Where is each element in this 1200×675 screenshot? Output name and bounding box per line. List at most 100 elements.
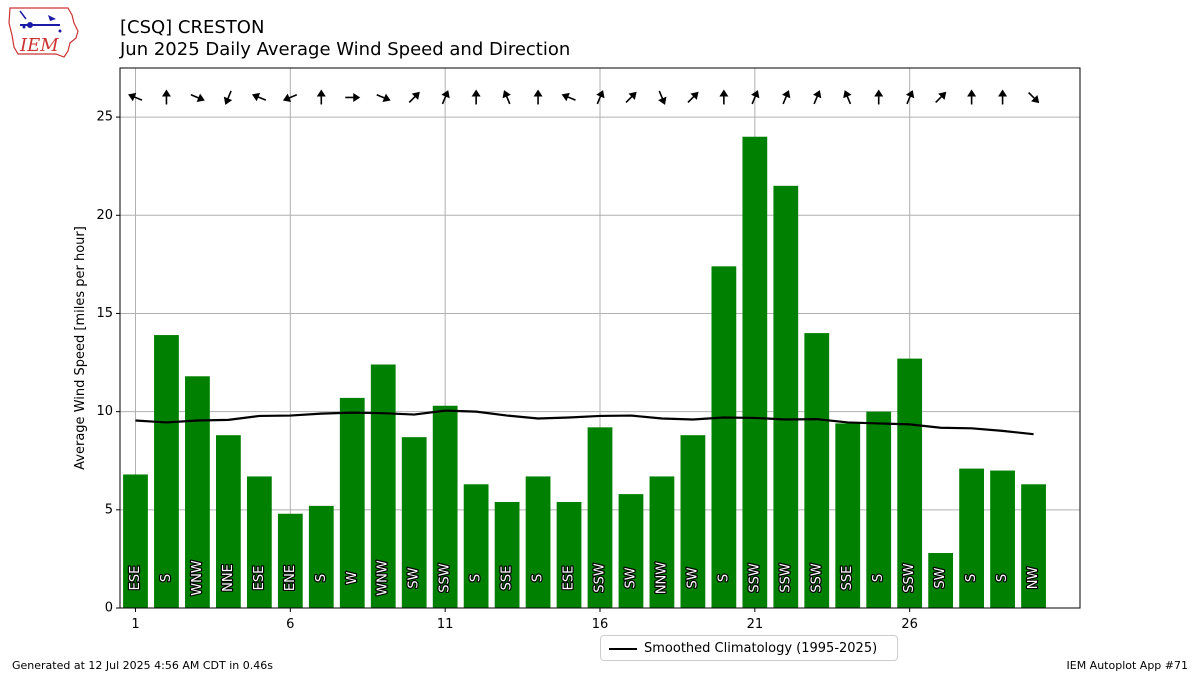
wind-arrow — [128, 92, 143, 102]
bar-day-16 — [587, 427, 613, 608]
y-tick-label: 0 — [105, 601, 113, 616]
wind-arrow-head — [843, 90, 852, 99]
wind-arrow — [282, 93, 298, 102]
bar-day-10 — [401, 437, 427, 608]
wind-arrow — [935, 91, 947, 103]
direction-label: WNW — [190, 560, 205, 596]
bar-day-20 — [711, 266, 737, 608]
wind-arrow — [161, 89, 171, 105]
wind-arrow-head — [223, 96, 233, 105]
wind-arrow — [967, 89, 977, 105]
wind-arrow-head — [382, 93, 391, 102]
direction-label: SSW — [747, 563, 762, 593]
direction-label: SSW — [593, 563, 608, 593]
direction-label: SSE — [840, 566, 855, 591]
wind-arrow-head — [353, 92, 361, 102]
direction-label: S — [716, 574, 731, 582]
wind-arrow — [376, 93, 391, 102]
bar-day-14 — [525, 476, 551, 608]
iem-logo: IEM — [8, 7, 79, 58]
wind-arrow-head — [196, 93, 205, 102]
bar-day-11 — [432, 405, 458, 608]
wind-arrow-head — [628, 91, 637, 100]
wind-arrow-head — [938, 91, 947, 100]
bar-day-15 — [556, 501, 582, 608]
direction-label: SSW — [902, 563, 917, 593]
bar-day-17 — [618, 494, 644, 608]
wind-arrow-head — [998, 89, 1008, 97]
app-footer: IEM Autoplot App #71 — [1066, 659, 1189, 672]
wind-arrow-head — [128, 92, 137, 102]
bar-day-12 — [463, 484, 489, 608]
wind-arrow — [408, 91, 420, 103]
wind-arrow — [843, 90, 852, 105]
direction-label: S — [531, 574, 546, 582]
bar-day-26 — [897, 358, 923, 608]
wind-arrow-head — [874, 89, 884, 97]
wind-arrow-head — [502, 90, 511, 99]
bar-day-24 — [835, 423, 861, 608]
wind-arrow-head — [161, 89, 171, 97]
wind-arrow-head — [471, 89, 481, 97]
y-tick-label: 25 — [96, 110, 113, 125]
wind-arrow — [251, 92, 267, 102]
bar-day-30 — [1021, 484, 1046, 608]
wind-arrow — [687, 91, 699, 103]
wind-arrow-head — [719, 89, 729, 97]
wind-arrow-head — [782, 90, 791, 99]
chart-title-description: Jun 2025 Daily Average Wind Speed and Di… — [120, 39, 571, 60]
y-axis-label: Average Wind Speed [miles per hour] — [73, 226, 88, 470]
bar-day-18 — [649, 476, 675, 608]
direction-label: SW — [685, 567, 700, 588]
wind-arrow — [533, 89, 543, 105]
wind-arrow — [658, 90, 667, 105]
wind-arrow — [471, 89, 481, 105]
x-tick-label: 21 — [747, 617, 764, 632]
x-tick-label: 16 — [592, 617, 609, 632]
bar-day-29 — [990, 470, 1015, 608]
direction-label: SW — [407, 567, 422, 588]
chart-title-station: [CSQ] CRESTON — [120, 17, 265, 38]
wind-arrow-head — [812, 90, 822, 99]
direction-label: S — [871, 574, 886, 582]
wind-arrow — [1028, 91, 1040, 104]
bar-day-21 — [742, 136, 768, 608]
wind-arrow-head — [751, 90, 760, 99]
bar-day-28 — [959, 468, 984, 608]
climatology-line — [135, 409, 1034, 436]
wind-arrow — [719, 89, 729, 105]
direction-label: S — [314, 574, 329, 582]
y-tick-label: 15 — [96, 306, 113, 321]
direction-label: SSW — [778, 563, 793, 593]
bar-day-3 — [185, 376, 210, 608]
y-tick-label: 10 — [96, 404, 113, 419]
direction-label: NNW — [654, 562, 669, 594]
bar-day-8 — [339, 397, 365, 608]
bar-day-22 — [773, 185, 799, 608]
direction-label: S — [159, 574, 174, 582]
wind-arrow — [812, 90, 822, 105]
x-tick-label: 6 — [286, 617, 294, 632]
direction-label: S — [964, 574, 979, 582]
bar-day-6 — [277, 513, 303, 608]
bar-day-9 — [370, 364, 396, 608]
y-tick-label: 20 — [96, 208, 113, 223]
bar-day-1 — [123, 474, 148, 608]
bar-day-23 — [804, 333, 830, 608]
logo-text: IEM — [19, 35, 59, 56]
wind-arrow-head — [441, 90, 450, 99]
direction-label: ESE — [128, 566, 143, 591]
x-tick-label: 11 — [437, 617, 454, 632]
bar-day-7 — [308, 505, 334, 608]
x-tick-label: 26 — [901, 617, 918, 632]
wind-arrow-head — [533, 89, 543, 97]
generated-footer: Generated at 12 Jul 2025 4:56 AM CDT in … — [12, 659, 273, 672]
legend-label: Smoothed Climatology (1995-2025) — [644, 641, 878, 656]
wind-arrow — [316, 89, 326, 105]
wind-arrow — [441, 90, 450, 105]
legend: Smoothed Climatology (1995-2025) — [600, 635, 898, 661]
wind-arrow-head — [967, 89, 977, 97]
bar-day-25 — [866, 411, 892, 608]
bar-day-5 — [246, 476, 272, 608]
direction-label: ESE — [252, 566, 267, 591]
